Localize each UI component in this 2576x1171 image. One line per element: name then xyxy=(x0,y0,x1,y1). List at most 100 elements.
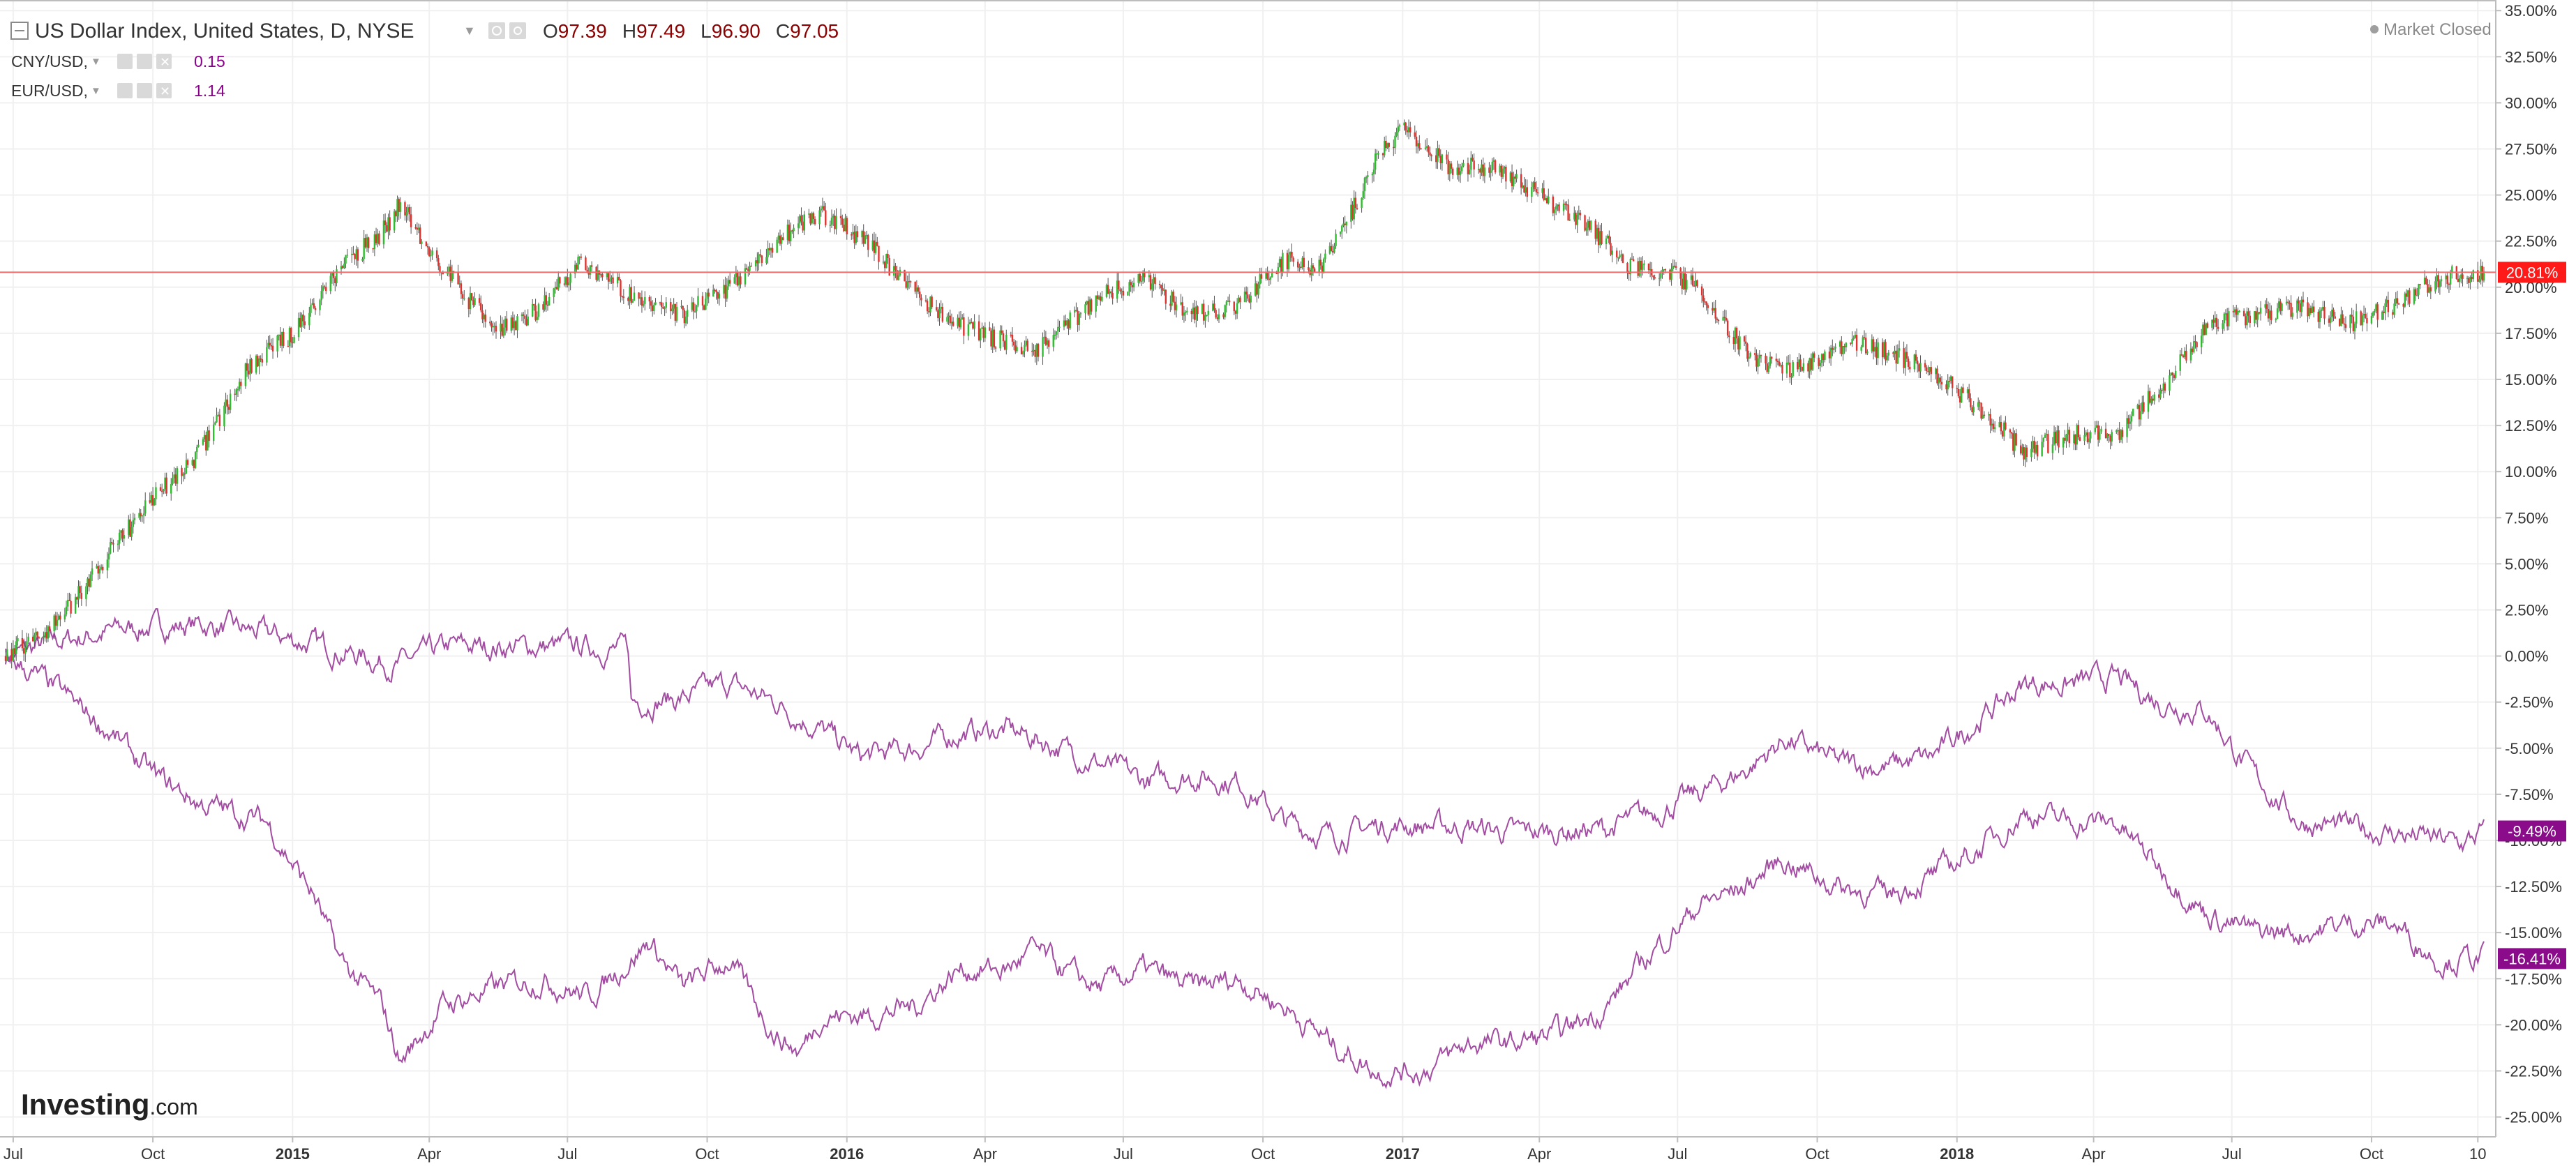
candle xyxy=(1949,375,1952,384)
candle xyxy=(1068,319,1070,335)
candle xyxy=(1055,331,1058,340)
candle xyxy=(554,281,557,294)
candle xyxy=(2266,298,2268,314)
candle xyxy=(1414,125,1416,139)
candle xyxy=(2159,384,2162,400)
candle xyxy=(1568,213,1571,222)
series-line-cny-usd[interactable] xyxy=(5,607,2485,856)
candle xyxy=(1269,276,1272,285)
candle xyxy=(419,224,421,245)
candle xyxy=(941,303,944,323)
candle xyxy=(1905,344,1908,362)
candle xyxy=(2005,416,2007,431)
candle xyxy=(1843,343,1845,354)
candle xyxy=(96,564,98,569)
candle xyxy=(212,416,215,445)
investing-logo: Investing.com xyxy=(21,1088,198,1121)
candle xyxy=(662,302,664,310)
candle xyxy=(546,301,549,311)
candle xyxy=(1610,236,1612,257)
candle xyxy=(1096,291,1099,306)
candle xyxy=(2173,373,2176,381)
study-settings-icon[interactable] xyxy=(117,54,133,69)
candle xyxy=(2397,302,2400,305)
candle xyxy=(1069,310,1071,331)
legend-main[interactable]: US Dollar Index, United States, D, NYSE … xyxy=(10,20,839,43)
candle xyxy=(1739,331,1741,356)
study-settings-icon[interactable] xyxy=(117,83,133,98)
candle xyxy=(1877,338,1879,365)
main-series-dropdown-icon[interactable]: ▼ xyxy=(463,24,476,38)
study-dropdown-icon[interactable]: ▼ xyxy=(91,85,101,97)
settings-icon[interactable] xyxy=(488,22,505,39)
candle xyxy=(1778,358,1781,367)
candle xyxy=(1757,353,1759,375)
candle xyxy=(536,311,538,324)
candle xyxy=(393,209,396,234)
candle xyxy=(2141,395,2143,414)
candle xyxy=(1321,262,1324,279)
candle xyxy=(448,264,450,277)
candle xyxy=(1011,327,1014,347)
study-visibility-icon[interactable] xyxy=(137,54,152,69)
candle xyxy=(2161,388,2163,394)
candle xyxy=(1755,349,1758,372)
candle xyxy=(1966,386,1969,400)
candle xyxy=(2094,421,2097,435)
candle xyxy=(2462,268,2464,287)
series-line-eur-usd[interactable] xyxy=(5,648,2485,1089)
candle xyxy=(267,335,269,349)
candle xyxy=(408,204,411,222)
visibility-icon[interactable] xyxy=(509,22,526,39)
candle xyxy=(197,439,200,448)
x-axis[interactable]: Jul Oct 2015 Apr Jul Oct 2016 Apr Jul Oct 2017 Apr J… xyxy=(3,1137,2487,1163)
candle xyxy=(2109,434,2111,450)
candle xyxy=(1972,400,1975,416)
candle xyxy=(896,265,898,281)
candle xyxy=(1128,279,1130,296)
candle xyxy=(261,353,264,367)
candle xyxy=(1296,259,1299,271)
candle xyxy=(1606,234,1609,239)
candle xyxy=(756,252,758,272)
study-remove-icon[interactable] xyxy=(156,54,172,69)
study-dropdown-icon[interactable]: ▼ xyxy=(91,56,101,68)
candle xyxy=(2317,309,2319,328)
candle xyxy=(196,444,198,460)
study-visibility-icon[interactable] xyxy=(137,83,152,98)
candle xyxy=(1361,197,1363,213)
candle xyxy=(1597,222,1600,253)
candle xyxy=(2322,301,2324,312)
candle xyxy=(2205,322,2207,335)
candle xyxy=(882,255,885,265)
y-tick-label: 32.50% xyxy=(2505,48,2557,66)
candle xyxy=(973,314,975,337)
candle xyxy=(2276,303,2279,319)
candle xyxy=(754,257,757,271)
candle xyxy=(2158,388,2160,402)
logo-suffix: .com xyxy=(149,1094,197,1119)
candle xyxy=(225,392,227,414)
candle xyxy=(1548,188,1550,205)
candle xyxy=(1109,289,1111,299)
candle xyxy=(1723,309,1725,324)
candle xyxy=(1257,281,1259,299)
candle xyxy=(216,407,218,423)
candle xyxy=(664,306,666,316)
candle xyxy=(1594,218,1596,245)
legend-study-cny[interactable]: CNY/USD, ▼ ✕ 0.15 xyxy=(11,52,225,70)
candle xyxy=(1502,165,1504,179)
candle xyxy=(414,224,417,230)
study-remove-icon[interactable] xyxy=(156,83,172,98)
y-axis[interactable]: 35.00%32.50%30.00%27.50%25.00%22.50%20.0… xyxy=(2496,2,2562,1126)
candle xyxy=(469,286,472,315)
collapse-legend-icon[interactable] xyxy=(10,22,29,40)
candle xyxy=(990,328,992,350)
candle xyxy=(449,259,451,288)
candle xyxy=(971,318,973,324)
candle xyxy=(1616,247,1618,264)
candle xyxy=(2296,299,2298,319)
legend-study-eur[interactable]: EUR/USD, ▼ ✕ 1.14 xyxy=(11,82,225,100)
candle xyxy=(1962,384,1964,393)
